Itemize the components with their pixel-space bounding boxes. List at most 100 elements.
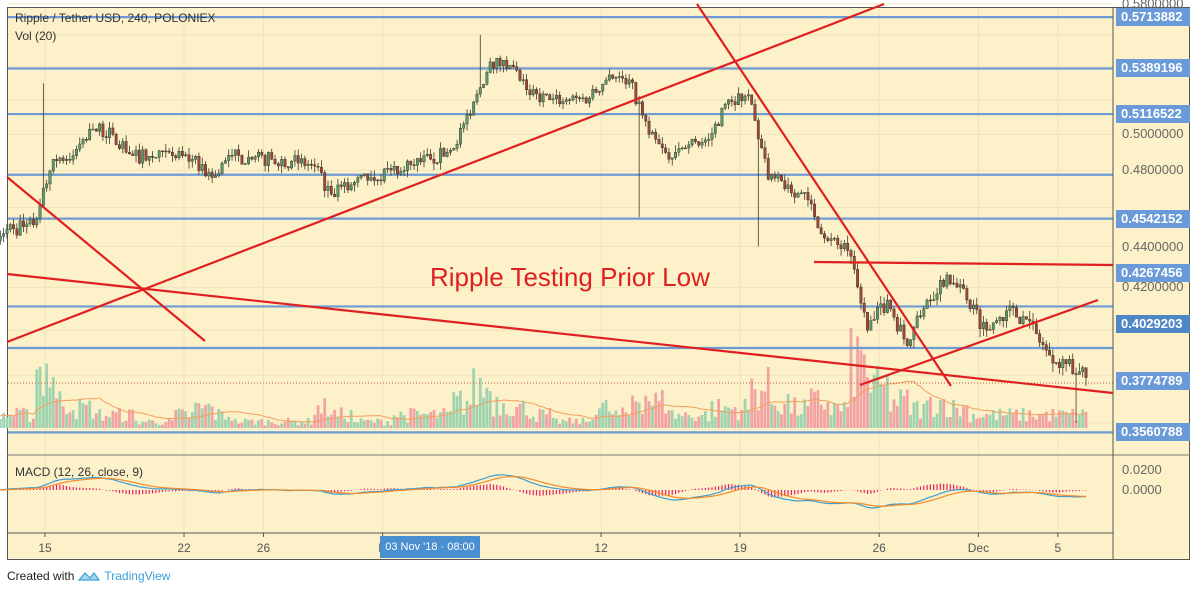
chart-frame[interactable] [7,7,1190,560]
candle-up [386,161,389,173]
candle-body [915,315,919,328]
candle-down [144,148,148,162]
candle-up [614,76,618,83]
trendline-ascending-support[interactable] [859,298,1099,387]
candle-body [230,155,234,157]
tradingview-link[interactable]: TradingView [104,569,171,583]
candle-body [386,168,389,170]
candle-body [276,163,280,167]
candle-up [415,157,419,172]
candle-down [756,117,760,247]
candle-up [700,137,704,149]
candle-body [1084,367,1088,378]
candle-up [253,154,257,163]
volume-bar [770,404,773,428]
candle-down [339,180,343,190]
volume-bar [856,336,860,428]
candle-body [876,307,879,320]
candle-up [28,216,32,227]
volume-bar [207,403,211,428]
candle-up [935,287,939,306]
candle-body [131,153,135,156]
candle-body [591,89,595,99]
volume-bar [793,397,797,428]
candle-up [1081,365,1085,378]
candle-body [346,182,350,191]
candle-body [336,184,340,197]
candle-up [220,161,224,175]
candle-up [1068,355,1071,367]
candle-down [1018,316,1022,324]
candle-body [879,303,883,308]
candle-down [763,140,767,163]
volume-bar [684,412,687,428]
candle-down [1001,316,1005,328]
candle-down [717,122,720,126]
candle-up [925,298,929,309]
candle-body [660,143,664,149]
candle-down [1051,349,1055,373]
candle-body [15,228,19,236]
volume-bar [846,406,850,428]
candle-up [713,121,717,138]
candle-body [723,103,727,109]
volume-bar [773,405,777,428]
candle-up [690,138,694,148]
candle-body [290,160,293,169]
candle-down [859,283,863,310]
volume-bar [591,419,595,428]
volume-bar [151,420,154,428]
volume-bar [803,399,807,428]
candle-down [975,297,979,315]
candle-body [670,157,674,160]
candle-body [578,97,581,99]
candle-down [164,143,168,158]
volume-bar [495,396,499,428]
volume-bar [114,412,118,428]
volume-bar [938,400,942,428]
volume-bar [952,399,955,428]
volume-bar [730,409,734,428]
candle-body [627,79,631,85]
volume-bar [842,401,846,428]
candle-body [369,177,373,181]
candle-down [929,294,932,307]
candle-up [687,140,691,154]
candle-body [432,159,436,164]
volume-bar [187,417,191,428]
candle-body [51,159,55,172]
trendline-ascending-long[interactable] [6,2,885,344]
candle-down [131,150,135,156]
trendline-descending-long[interactable] [6,272,1114,395]
trendline-prior-low-horizontal[interactable] [813,260,1114,267]
candle-down [545,93,548,97]
trendlines [6,2,1114,395]
candle-down [68,152,72,164]
candle-body [35,218,39,226]
candle-body [353,182,356,186]
volume-bar [1058,410,1061,428]
candle-body [12,224,15,229]
trendline-descending-short[interactable] [6,176,206,342]
candle-up [591,84,595,101]
volume-bar [584,422,588,428]
candle-up [531,84,535,97]
candle-up [91,123,95,131]
candle-up [207,168,211,181]
candle-up [786,177,790,193]
volume-bar [929,396,932,428]
candle-up [991,322,995,334]
candle-body [409,160,413,165]
volume-bar [306,417,310,428]
volume-bar [816,390,820,428]
trendline-steep-descending[interactable] [696,3,952,387]
volume-bar [869,392,873,428]
volume-bar [286,417,290,428]
volume-bar [995,419,999,428]
annotation-text[interactable]: Ripple Testing Prior Low [430,262,710,292]
candle-down [948,274,952,286]
candle-body [521,79,525,81]
candle-body [909,339,912,346]
candle-body [263,155,267,166]
